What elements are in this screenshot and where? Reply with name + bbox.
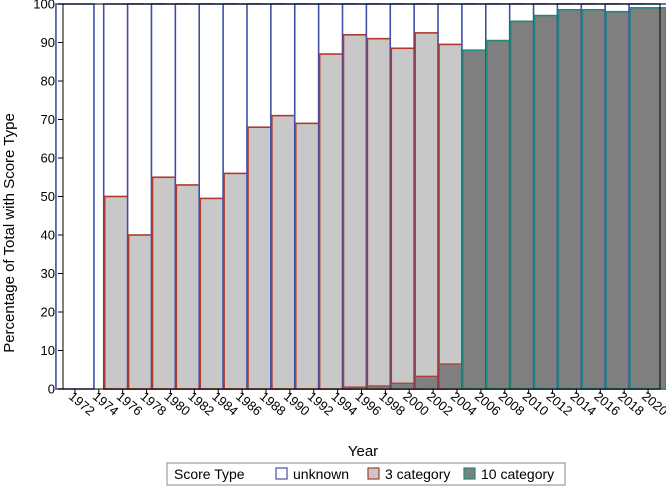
legend-swatch-0 <box>275 467 288 480</box>
x-tick-label-2000: 2000 <box>400 389 432 419</box>
y-tick-label-40: 40 <box>41 228 55 243</box>
x-tick-label-2012: 2012 <box>544 389 576 419</box>
x-tick-label-1990: 1990 <box>281 389 313 419</box>
x-tick-label-1996: 1996 <box>352 389 384 419</box>
x-tick-label-2008: 2008 <box>496 389 528 419</box>
legend-label-2: 10 category <box>481 466 554 482</box>
x-tick-label-1998: 1998 <box>376 389 408 419</box>
y-tick-label-80: 80 <box>41 74 55 89</box>
x-tick-label-2002: 2002 <box>424 389 456 419</box>
y-tick-label-10: 10 <box>41 343 55 358</box>
y-tick-label-30: 30 <box>41 266 55 281</box>
y-axis-title: Percentage of Total with Score Type <box>1 113 18 353</box>
x-tick-label-2010: 2010 <box>520 389 552 419</box>
x-tick-label-1992: 1992 <box>305 389 337 419</box>
x-tick-label-1994: 1994 <box>329 389 361 419</box>
y-tick-label-70: 70 <box>41 112 55 127</box>
y-tick-label-60: 60 <box>41 151 55 166</box>
x-tick-label-1982: 1982 <box>185 389 217 419</box>
y-tick-label-0: 0 <box>48 382 55 397</box>
x-tick-label-2018: 2018 <box>615 389 647 419</box>
x-tick-label-1972: 1972 <box>66 389 98 419</box>
bar-10-category-2020 <box>629 7 666 390</box>
x-tick-label-2004: 2004 <box>448 389 480 419</box>
y-tick-label-100: 100 <box>33 0 55 12</box>
x-tick-label-1988: 1988 <box>257 389 289 419</box>
x-tick-label-1976: 1976 <box>114 389 146 419</box>
x-tick-label-1980: 1980 <box>161 389 193 419</box>
y-tick-label-20: 20 <box>41 305 55 320</box>
legend: Score Type unknown 3 category 10 category <box>166 462 566 486</box>
y-tick-label-90: 90 <box>41 35 55 50</box>
y-tick-label-50: 50 <box>41 189 55 204</box>
x-tick-label-1974: 1974 <box>90 389 122 419</box>
x-axis-title: Year <box>348 443 378 460</box>
legend-title: Score Type <box>174 466 245 482</box>
x-tick-label-2014: 2014 <box>567 389 599 419</box>
legend-swatch-1 <box>367 467 380 480</box>
x-tick-label-2016: 2016 <box>591 389 623 419</box>
legend-label-0: unknown <box>293 466 349 482</box>
bars-group <box>55 3 666 390</box>
x-tick-label-2006: 2006 <box>472 389 504 419</box>
legend-swatch-2 <box>463 467 476 480</box>
x-tick-label-1984: 1984 <box>209 389 241 419</box>
legend-label-1: 3 category <box>385 466 450 482</box>
x-tick-label-1986: 1986 <box>233 389 265 419</box>
x-tick-label-1978: 1978 <box>138 389 170 419</box>
